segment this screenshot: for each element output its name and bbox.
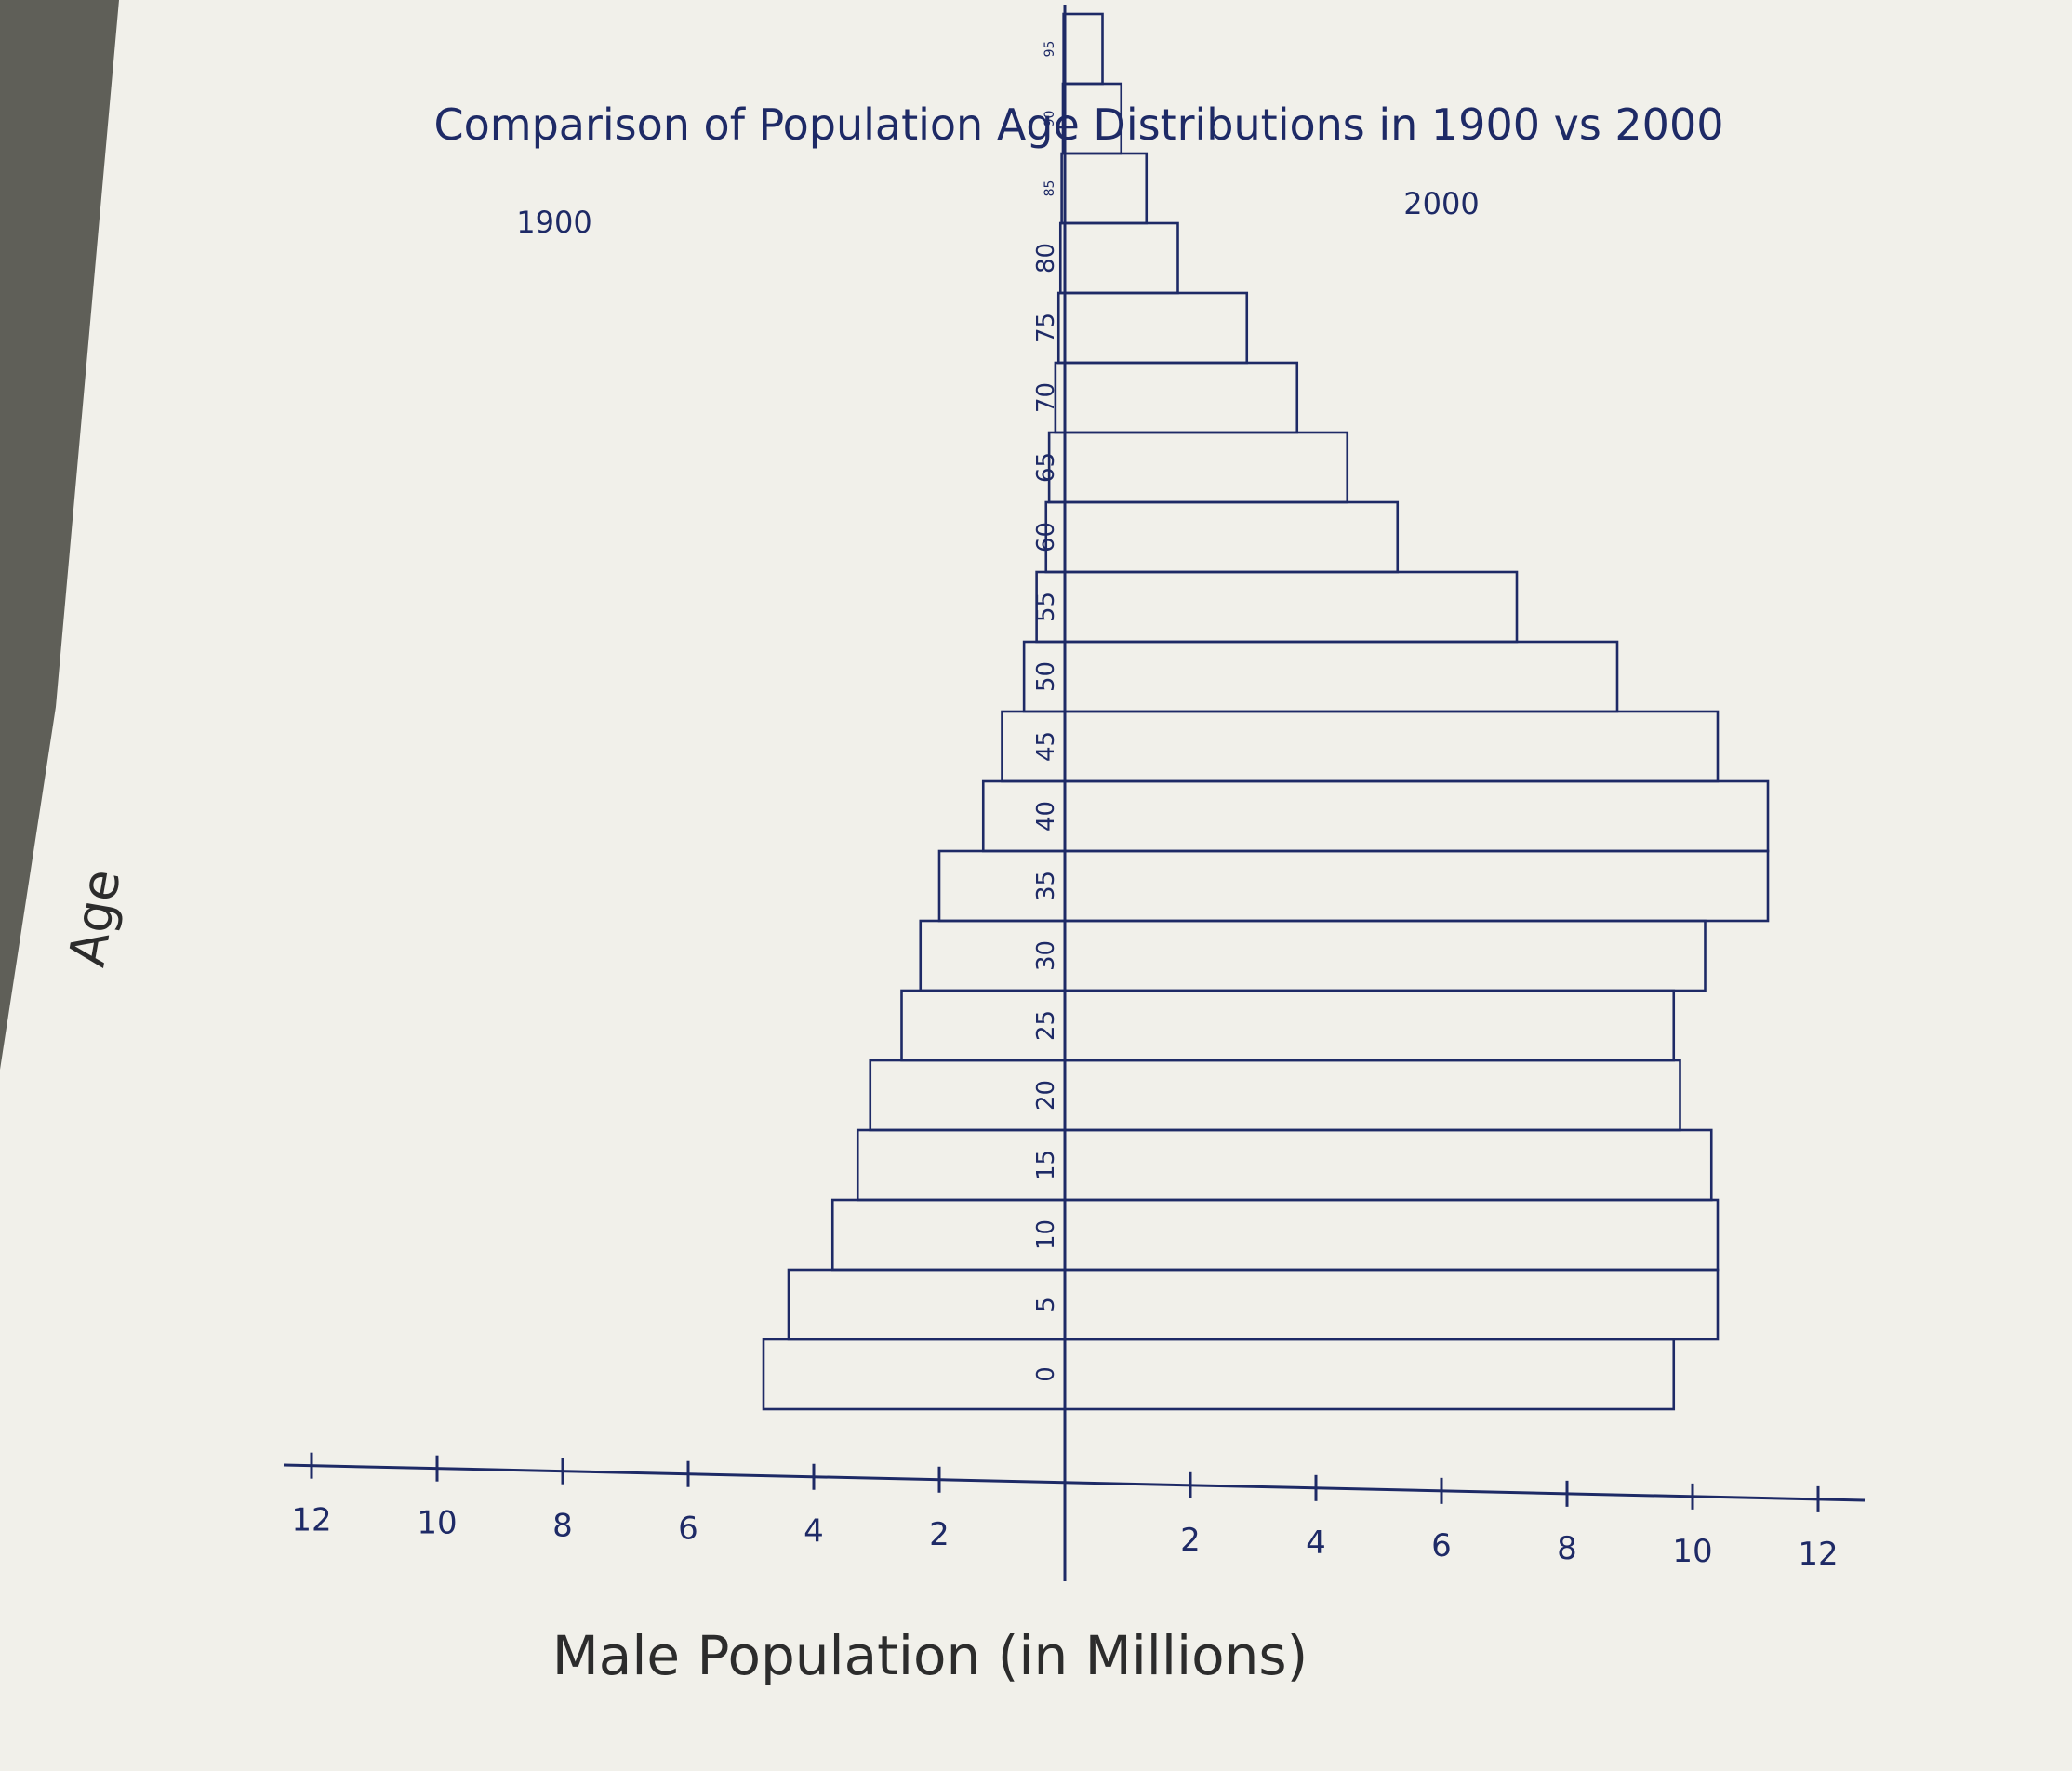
age-label-20: 20: [1032, 1080, 1060, 1111]
bar-1900-age-5: [787, 1268, 1067, 1341]
bar-2000-age-95: [1063, 12, 1104, 86]
x-tick-label-2: 8: [552, 1508, 573, 1545]
age-label-40: 40: [1032, 801, 1060, 832]
age-label-60: 60: [1032, 522, 1060, 553]
age-label-85: 85: [1043, 180, 1057, 197]
age-label-45: 45: [1032, 731, 1060, 762]
bar-2000-age-70: [1063, 361, 1299, 434]
bar-2000-age-10: [1063, 1198, 1720, 1272]
age-label-0: 0: [1032, 1366, 1060, 1382]
left-series-label: 1900: [516, 205, 591, 240]
bar-2000-age-5: [1063, 1268, 1720, 1341]
age-label-50: 50: [1032, 661, 1060, 692]
bar-2000-age-35: [1063, 849, 1770, 923]
bar-2000-age-60: [1063, 500, 1400, 574]
age-label-15: 15: [1032, 1150, 1060, 1180]
bar-2000-age-20: [1063, 1059, 1681, 1132]
x-tick-label-6: 2: [1180, 1522, 1201, 1559]
x-tick-label-7: 4: [1306, 1525, 1326, 1562]
age-label-30: 30: [1032, 940, 1060, 971]
x-tick-label-10: 10: [1672, 1533, 1712, 1570]
bar-2000-age-55: [1063, 570, 1519, 644]
bar-2000-age-0: [1063, 1338, 1676, 1411]
x-tick-label-1: 10: [417, 1505, 457, 1542]
bar-2000-age-65: [1063, 431, 1349, 504]
bar-2000-age-50: [1063, 640, 1619, 713]
age-label-25: 25: [1032, 1010, 1060, 1041]
bar-2000-age-75: [1063, 291, 1249, 365]
age-label-5: 5: [1032, 1297, 1060, 1312]
age-label-90: 90: [1043, 111, 1057, 127]
age-label-65: 65: [1032, 452, 1060, 483]
bar-2000-age-85: [1063, 152, 1149, 225]
bar-2000-age-25: [1063, 989, 1676, 1062]
bar-2000-age-45: [1063, 710, 1720, 783]
bar-2000-age-80: [1063, 221, 1179, 295]
bar-2000-age-40: [1063, 779, 1770, 853]
age-label-70: 70: [1032, 382, 1060, 413]
y-axis-label: Age: [58, 865, 132, 971]
right-series-label: 2000: [1403, 186, 1479, 221]
age-labels: 0 5 10 15 20 25 30 35 40 45 50 55 60 65 70 75 80 85 90 95: [1032, 41, 1060, 1382]
age-label-80: 80: [1032, 243, 1060, 273]
age-label-95: 95: [1043, 41, 1057, 58]
bar-1900-age-10: [830, 1198, 1067, 1272]
x-tick-label-11: 12: [1798, 1536, 1838, 1573]
chart-title: Comparison of Population Age Distributio…: [434, 100, 1724, 150]
bar-1900-age-0: [762, 1338, 1067, 1411]
bars-layer: [762, 12, 1770, 1411]
x-axis-line: [283, 1463, 1866, 1502]
x-tick-label-4: 4: [804, 1513, 824, 1551]
age-label-35: 35: [1032, 871, 1060, 901]
x-axis: 12 10 8 6 4 2 2 4 6 8 10 12: [283, 5, 1866, 1581]
x-tick-label-3: 6: [678, 1511, 698, 1548]
bar-2000-age-15: [1063, 1128, 1713, 1202]
age-label-75: 75: [1032, 313, 1060, 343]
x-tick-label-5: 2: [929, 1516, 950, 1553]
x-tick-label-8: 6: [1431, 1527, 1452, 1565]
x-tick-label-0: 12: [291, 1502, 331, 1539]
age-label-10: 10: [1032, 1219, 1060, 1250]
bar-2000-age-30: [1063, 919, 1707, 992]
x-axis-label: Male Population (in Millions): [552, 1624, 1308, 1687]
x-tick-label-9: 8: [1557, 1530, 1577, 1567]
age-label-55: 55: [1032, 592, 1060, 622]
